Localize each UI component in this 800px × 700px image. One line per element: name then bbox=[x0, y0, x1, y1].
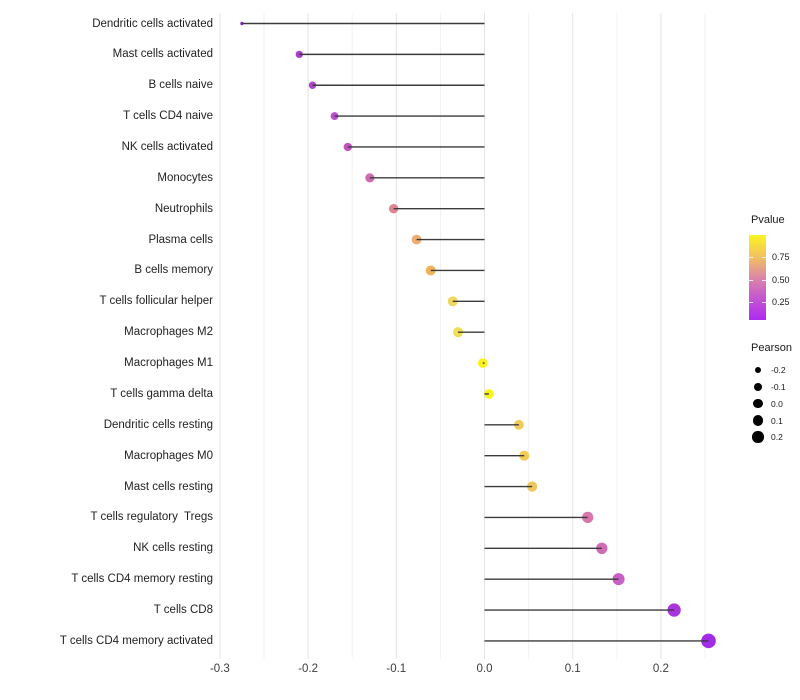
lollipop-row bbox=[484, 419, 524, 430]
pearson-legend-label: -0.1 bbox=[771, 382, 786, 392]
pvalue-tick-mark bbox=[762, 257, 766, 259]
pearson-legend-dot bbox=[754, 366, 762, 374]
y-axis-label: T cells CD4 memory activated bbox=[59, 634, 213, 647]
y-axis-label: T cells follicular helper bbox=[99, 295, 213, 308]
y-axis-label: Mast cells resting bbox=[124, 480, 213, 493]
y-axis-label: NK cells activated bbox=[121, 140, 213, 153]
y-axis-label: T cells CD4 memory resting bbox=[71, 573, 213, 586]
data-point bbox=[484, 389, 494, 399]
lollipop-row bbox=[365, 173, 485, 183]
lollipop-row bbox=[411, 234, 485, 245]
lollipop-row bbox=[240, 21, 485, 26]
pvalue-tick-label: 0.25 bbox=[772, 297, 790, 308]
pearson-legend-dot bbox=[754, 383, 762, 391]
y-axis-label: Mast cells activated bbox=[112, 48, 213, 61]
x-axis-tick-label: -0.1 bbox=[386, 663, 407, 675]
x-axis-tick-label: 0.2 bbox=[652, 663, 669, 675]
y-axis-label: NK cells resting bbox=[133, 542, 213, 555]
y-axis-label: T cells regulatory Tregs bbox=[90, 511, 213, 524]
x-axis-tick-label: -0.3 bbox=[209, 663, 230, 675]
pvalue-legend-title: Pvalue bbox=[751, 214, 785, 226]
pearson-legend-dot bbox=[752, 431, 764, 443]
pearson-legend-label: 0.1 bbox=[771, 415, 783, 426]
y-axis-label: T cells CD4 naive bbox=[123, 110, 213, 123]
lollipop-row bbox=[308, 81, 485, 89]
pearson-legend-title: Pearson bbox=[751, 342, 792, 354]
pvalue-tick-mark bbox=[749, 279, 753, 281]
pearson-legend-dot bbox=[753, 398, 763, 409]
pearson-legend-label: 0.0 bbox=[771, 398, 783, 409]
y-axis-label: Dendritic cells activated bbox=[92, 17, 213, 30]
lollipop-row bbox=[484, 542, 608, 554]
lollipop-row bbox=[484, 603, 681, 617]
pvalue-tick-mark bbox=[762, 302, 766, 304]
lollipop-row bbox=[388, 204, 485, 214]
lollipop-row bbox=[484, 481, 538, 492]
pvalue-tick-mark bbox=[749, 302, 753, 304]
lollipop-row bbox=[477, 358, 488, 368]
pvalue-colorbar bbox=[749, 235, 766, 320]
lollipop-row bbox=[452, 327, 485, 338]
y-axis-label: Macrophages M2 bbox=[124, 326, 213, 339]
pearson-legend-label: -0.2 bbox=[771, 365, 786, 375]
y-axis-label: Macrophages M0 bbox=[124, 449, 213, 462]
pearson-legend-dot bbox=[752, 415, 764, 426]
y-axis-label: Dendritic cells resting bbox=[103, 418, 213, 431]
pvalue-tick-mark bbox=[749, 257, 753, 259]
y-axis-label: Neutrophils bbox=[154, 202, 213, 215]
y-axis-label: T cells CD8 bbox=[153, 604, 213, 617]
lollipop-row bbox=[330, 112, 485, 121]
y-axis-label: B cells naive bbox=[148, 79, 213, 92]
lollipop-row bbox=[484, 389, 494, 399]
y-axis-label: Plasma cells bbox=[148, 233, 213, 246]
lollipop-row bbox=[484, 511, 594, 524]
x-axis-tick-label: 0.0 bbox=[476, 663, 493, 675]
pvalue-tick-label: 0.75 bbox=[772, 252, 790, 263]
lollipop-row bbox=[484, 573, 625, 586]
lollipop-row bbox=[484, 450, 530, 461]
pvalue-tick-mark bbox=[762, 279, 766, 281]
y-axis-label: B cells memory bbox=[134, 264, 213, 277]
pearson-legend-label: 0.2 bbox=[771, 432, 783, 442]
y-axis-label: Monocytes bbox=[157, 171, 213, 184]
x-axis-tick-label: -0.2 bbox=[298, 663, 318, 675]
lollipop-row bbox=[484, 633, 716, 649]
lollipop-row bbox=[343, 142, 485, 152]
lollipop-row bbox=[295, 50, 485, 59]
x-axis-tick-label: 0.1 bbox=[564, 663, 581, 675]
y-axis-label: Macrophages M1 bbox=[124, 357, 213, 370]
lollipop-row bbox=[447, 296, 485, 307]
y-axis-label: T cells gamma delta bbox=[110, 387, 213, 400]
lollipop-row bbox=[425, 265, 485, 276]
pvalue-tick-label: 0.50 bbox=[772, 274, 790, 285]
